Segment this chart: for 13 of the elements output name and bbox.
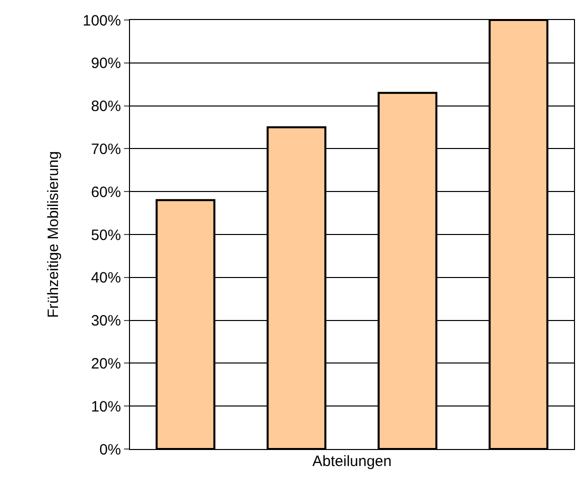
y-tick-label: 60% <box>90 184 121 201</box>
y-tick-label: 0% <box>99 441 121 458</box>
y-tick-label: 20% <box>90 355 121 372</box>
y-tick-label: 70% <box>90 140 121 158</box>
y-tick-label: 50% <box>90 226 121 244</box>
y-tick-label: 90% <box>90 55 121 72</box>
y-tick-label: 40% <box>90 270 121 287</box>
y-tick-label: 100% <box>82 12 121 30</box>
y-tick-label: 30% <box>90 312 121 330</box>
x-axis-title: Abteilungen <box>312 453 392 470</box>
y-axis-title: Frühzeitige Mobilisierung <box>44 151 62 318</box>
y-tick-label: 80% <box>90 98 121 116</box>
y-tick-label: 10% <box>90 398 121 416</box>
